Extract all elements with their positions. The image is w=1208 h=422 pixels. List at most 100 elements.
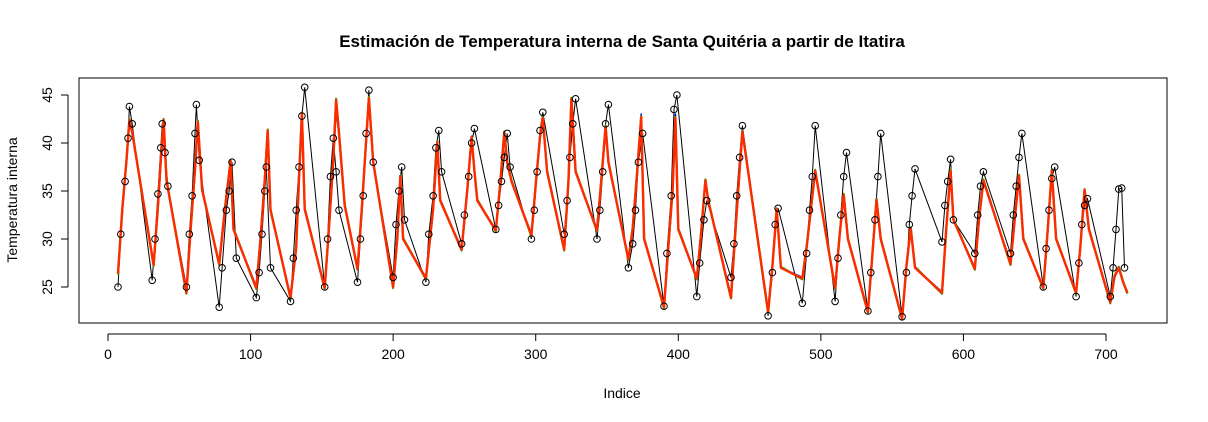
data-point bbox=[329, 134, 338, 142]
data-point bbox=[182, 283, 191, 291]
data-point bbox=[157, 144, 165, 152]
data-point bbox=[596, 206, 604, 214]
data-point bbox=[1120, 264, 1129, 272]
data-point bbox=[973, 211, 982, 219]
data-point bbox=[500, 153, 509, 162]
data-point bbox=[1012, 182, 1021, 190]
data-point bbox=[437, 168, 446, 176]
data-point bbox=[292, 206, 301, 214]
data-point bbox=[560, 230, 569, 238]
data-point bbox=[768, 268, 777, 277]
x-tick-label: 400 bbox=[667, 346, 691, 362]
data-point bbox=[634, 158, 643, 166]
data-point bbox=[598, 168, 607, 176]
data-point bbox=[638, 129, 647, 138]
data-point bbox=[695, 259, 704, 267]
data-point bbox=[125, 102, 134, 111]
data-point bbox=[1048, 174, 1056, 183]
data-point bbox=[805, 206, 814, 214]
data-point bbox=[222, 206, 231, 214]
data-point bbox=[232, 254, 241, 263]
data-point bbox=[563, 196, 571, 205]
data-point bbox=[604, 100, 613, 109]
data-point bbox=[802, 249, 811, 258]
data-point bbox=[979, 168, 988, 176]
data-point bbox=[1009, 211, 1018, 219]
data-point bbox=[898, 313, 906, 321]
data-point bbox=[195, 156, 203, 165]
data-point bbox=[1018, 129, 1026, 138]
data-point bbox=[571, 95, 580, 103]
data-point bbox=[1117, 184, 1126, 192]
data-point bbox=[295, 163, 303, 171]
data-point bbox=[624, 264, 633, 272]
data-point bbox=[218, 264, 226, 272]
data-point bbox=[976, 182, 985, 190]
data-point bbox=[536, 126, 544, 135]
data-point bbox=[506, 163, 514, 171]
data-point bbox=[774, 204, 782, 213]
data-point bbox=[798, 299, 807, 308]
data-point bbox=[1042, 244, 1050, 253]
data-point bbox=[114, 283, 122, 291]
data-point bbox=[1112, 225, 1120, 234]
data-point bbox=[732, 192, 741, 200]
data-point bbox=[735, 153, 744, 162]
data-point bbox=[902, 268, 911, 277]
data-point bbox=[300, 83, 309, 92]
data-point bbox=[673, 91, 681, 99]
data-point bbox=[946, 155, 955, 164]
data-point bbox=[158, 120, 166, 128]
data-point bbox=[834, 254, 842, 263]
data-point bbox=[971, 249, 979, 258]
data-point bbox=[467, 139, 476, 147]
data-point bbox=[392, 220, 400, 229]
data-point bbox=[703, 196, 711, 205]
data-point bbox=[362, 129, 370, 138]
data-point bbox=[527, 235, 536, 243]
data-point bbox=[1072, 292, 1080, 301]
data-point bbox=[397, 163, 406, 171]
data-point bbox=[266, 264, 275, 272]
data-point bbox=[569, 120, 577, 128]
y-tick-label: 40 bbox=[39, 135, 55, 151]
data-point bbox=[258, 230, 266, 238]
data-point bbox=[530, 206, 539, 214]
series-line-3 bbox=[116, 96, 1129, 320]
data-point bbox=[161, 148, 169, 157]
data-point bbox=[628, 240, 637, 248]
data-point bbox=[831, 297, 839, 306]
y-tick-label: 45 bbox=[39, 87, 55, 103]
data-point bbox=[188, 192, 196, 200]
data-point bbox=[871, 216, 879, 224]
data-point bbox=[811, 121, 820, 130]
data-point bbox=[128, 120, 136, 128]
data-point bbox=[539, 108, 547, 117]
data-point bbox=[663, 249, 671, 258]
data-point bbox=[359, 192, 368, 200]
x-tick-label: 700 bbox=[1094, 346, 1118, 362]
data-point bbox=[356, 235, 365, 243]
data-point bbox=[432, 144, 440, 152]
data-point bbox=[460, 211, 469, 219]
x-tick-label: 100 bbox=[239, 346, 263, 362]
data-point bbox=[593, 235, 601, 243]
data-point bbox=[876, 129, 885, 138]
data-point bbox=[435, 126, 443, 135]
data-point bbox=[464, 172, 473, 181]
data-point bbox=[1106, 292, 1115, 301]
data-point bbox=[842, 148, 851, 157]
data-point bbox=[255, 268, 263, 277]
data-point bbox=[494, 201, 503, 210]
data-point bbox=[943, 177, 952, 186]
data-point bbox=[839, 172, 848, 181]
data-point bbox=[121, 177, 129, 186]
data-point bbox=[503, 129, 512, 138]
y-axis: 25 30 35 40 45 bbox=[39, 87, 69, 295]
data-point bbox=[601, 120, 610, 128]
data-point bbox=[429, 192, 437, 200]
x-tick-label: 500 bbox=[809, 346, 833, 362]
x-tick-label: 300 bbox=[524, 346, 548, 362]
